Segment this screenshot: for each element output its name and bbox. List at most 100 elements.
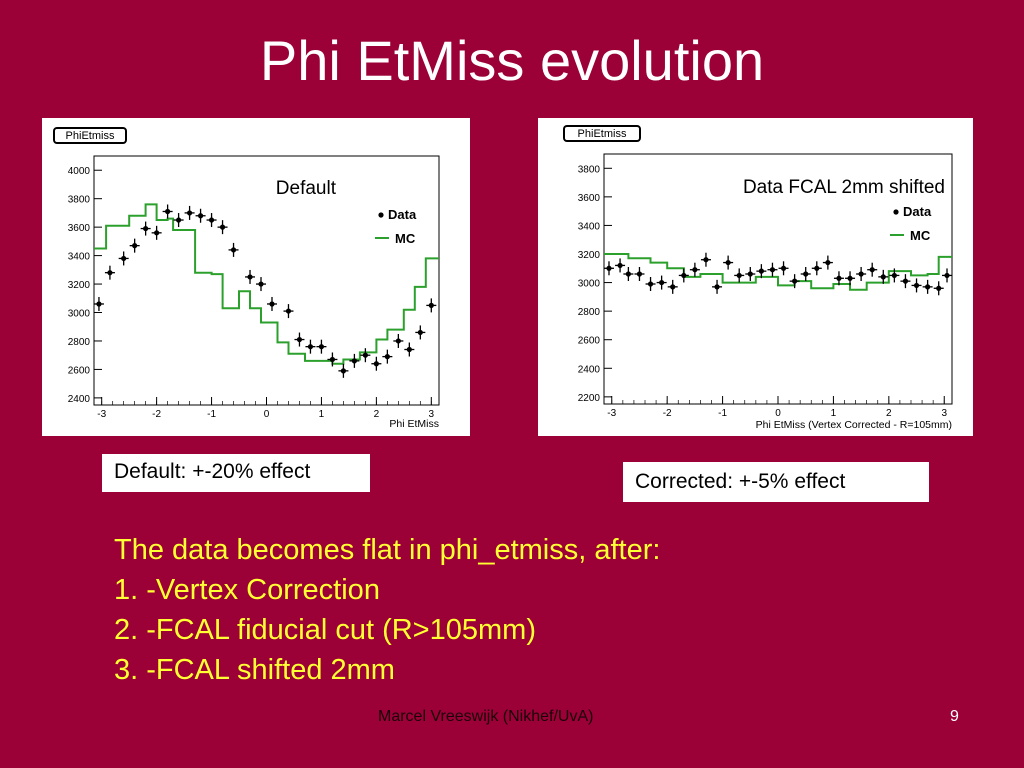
- x-axis-label: Phi EtMiss: [389, 418, 439, 430]
- data-point-marker: [625, 271, 631, 277]
- data-point: [833, 271, 844, 286]
- note-corrected-effect: Corrected: +-5% effect: [623, 462, 929, 502]
- legend-data-label: Data: [903, 204, 932, 219]
- data-point-marker: [121, 255, 127, 262]
- data-point-marker: [285, 308, 292, 314]
- data-point: [360, 348, 371, 363]
- phi-etmiss-default-chart: PhiEtmiss 2400 2600 2800 3000 3200 3400 3600 380…: [53, 127, 440, 430]
- data-point-marker: [792, 278, 798, 284]
- data-point: [922, 279, 933, 294]
- y-tick-label: 3600: [578, 193, 601, 204]
- x-tick-label: -3: [97, 409, 106, 420]
- data-point: [93, 296, 104, 311]
- y-tick-label: 3200: [68, 280, 91, 291]
- data-point: [305, 339, 316, 354]
- data-point: [767, 262, 778, 277]
- y-tick-label: 3000: [578, 279, 601, 290]
- x-tick-label: 2: [886, 408, 892, 419]
- x-axis-label: Phi EtMiss (Vertex Corrected - R=105mm): [756, 419, 952, 431]
- data-point-marker: [780, 265, 787, 271]
- data-point-marker: [913, 282, 920, 289]
- data-point-marker: [406, 346, 412, 353]
- data-point: [195, 208, 206, 223]
- y-tick-label: 2600: [68, 365, 91, 376]
- data-point-marker: [825, 259, 831, 266]
- data-point: [645, 277, 656, 291]
- data-point-marker: [230, 247, 237, 253]
- data-point-marker: [803, 271, 809, 277]
- data-point: [415, 325, 426, 340]
- data-point-marker: [670, 284, 676, 290]
- data-point: [900, 274, 911, 289]
- data-point: [667, 279, 678, 294]
- data-point: [911, 278, 922, 293]
- body-line-1: 1. -Vertex Correction: [114, 574, 380, 606]
- data-point-marker: [96, 301, 102, 307]
- data-point: [228, 242, 239, 257]
- data-point-marker: [247, 274, 253, 280]
- y-tick-label: 3400: [68, 252, 91, 263]
- data-point: [104, 265, 115, 280]
- data-point-marker: [351, 358, 357, 364]
- data-point: [678, 268, 689, 283]
- y-tick-label: 2800: [68, 337, 91, 348]
- body-line-2: 2. -FCAL fiducial cut (R>105mm): [114, 614, 536, 646]
- data-point-marker: [395, 338, 401, 344]
- data-point-marker: [692, 267, 698, 273]
- chart-title: PhiEtmiss: [578, 128, 627, 140]
- data-point: [129, 238, 140, 253]
- data-point: [623, 267, 634, 281]
- data-point: [327, 352, 338, 367]
- y-tick-label: 2800: [578, 307, 601, 318]
- data-point: [867, 262, 878, 277]
- data-point: [283, 304, 294, 319]
- plot-panel-default: PhiEtmiss 2400 2600 2800 3000 3200 3400 3600 380…: [42, 118, 470, 436]
- data-point-marker: [647, 281, 654, 287]
- data-point: [206, 213, 217, 228]
- data-point-marker: [902, 278, 909, 284]
- x-tick-label: 1: [831, 408, 837, 419]
- data-point: [878, 269, 889, 284]
- data-point: [942, 268, 953, 283]
- data-point-marker: [769, 267, 776, 273]
- data-point-marker: [847, 275, 853, 281]
- legend-data-label: Data: [388, 207, 417, 222]
- data-point-marker: [606, 265, 612, 271]
- legend-data-marker: [378, 212, 384, 218]
- body-line-intro: The data becomes flat in phi_etmiss, aft…: [114, 534, 661, 566]
- x-tick-label: -2: [152, 409, 161, 420]
- data-point: [634, 267, 645, 281]
- data-point-marker: [880, 274, 886, 280]
- data-point: [745, 267, 756, 281]
- data-point-marker: [858, 271, 864, 277]
- y-tick-label: 3000: [68, 309, 91, 320]
- body-text: The data becomes flat in phi_etmiss, aft…: [114, 530, 660, 690]
- data-point: [173, 213, 184, 228]
- legend-data-marker: [893, 209, 899, 215]
- y-tick-label: 3200: [578, 250, 601, 261]
- y-tick-label: 4000: [68, 166, 91, 177]
- chart-annotation: Data FCAL 2mm shifted: [743, 177, 945, 198]
- data-point: [382, 349, 393, 364]
- data-point-marker: [659, 279, 665, 286]
- data-point-marker: [417, 329, 423, 336]
- data-point-marker: [714, 284, 720, 290]
- data-point: [294, 332, 305, 347]
- data-point-marker: [725, 259, 731, 266]
- data-point: [700, 252, 711, 267]
- data-point: [184, 205, 195, 220]
- data-point-marker: [703, 257, 709, 263]
- data-point: [789, 274, 800, 289]
- y-tick-label: 3800: [578, 164, 601, 175]
- note-default-effect: Default: +-20% effect: [102, 454, 370, 492]
- data-point-marker: [428, 302, 434, 308]
- chart-title-box: [53, 127, 127, 144]
- data-point-marker: [154, 230, 160, 236]
- data-point: [734, 268, 745, 283]
- x-tick-label: 0: [264, 409, 270, 420]
- mc-histogram-line: [604, 253, 952, 291]
- legend-mc-label: MC: [395, 231, 416, 246]
- x-tick-label: -1: [718, 408, 727, 419]
- data-point-marker: [258, 281, 264, 287]
- data-point: [256, 277, 267, 292]
